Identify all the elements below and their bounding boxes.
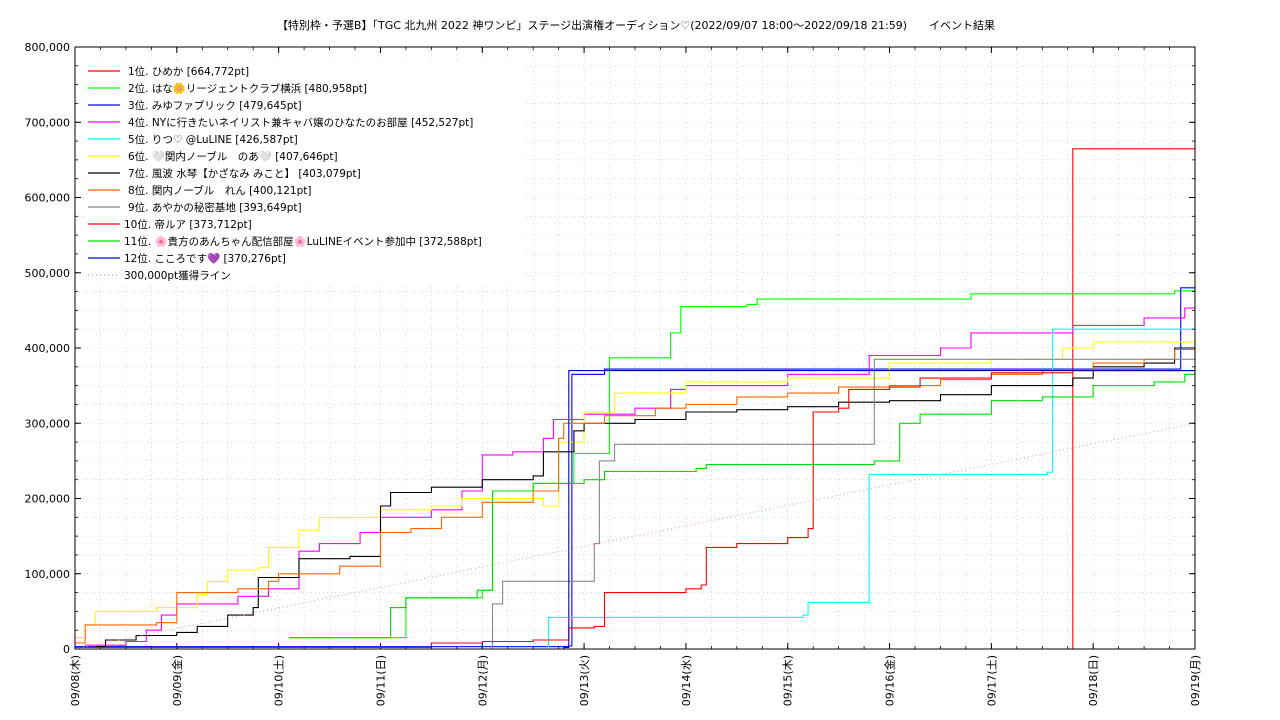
y-tick-label: 600,000 (25, 192, 71, 205)
series-line-10 (75, 367, 1196, 649)
y-tick-label: 300,000 (25, 417, 71, 430)
legend-label-2: 2位. はな🌼リージェントクラブ横浜 [480,958pt] (128, 82, 367, 95)
y-tick-label: 400,000 (25, 342, 71, 355)
legend-background (84, 62, 524, 284)
legend-label-11: 11位. 🌸貴方のあんちゃん配信部屋🌸LuLINEイベント参加中 [372,58… (124, 235, 482, 248)
legend-label-13: 300,000pt獲得ライン (124, 269, 231, 282)
x-tick-label: 09/16(金) (883, 655, 897, 706)
legend: 1位. ひめか [664,772pt] 2位. はな🌼リージェントクラブ横浜 [4… (84, 62, 524, 284)
series-line-6 (75, 341, 1196, 639)
series-line-7 (95, 345, 1196, 648)
x-tick-label: 09/15(木) (782, 655, 795, 706)
series-line-13 (74, 422, 1196, 650)
x-tick-label: 09/13(火) (578, 655, 591, 706)
x-tick-label: 09/10(土) (273, 655, 286, 706)
x-tick-label: 09/09(金) (170, 655, 184, 706)
legend-label-5: 5位. りつ♡ @LuLINE [426,587pt] (128, 133, 298, 146)
y-tick-label: 500,000 (25, 267, 71, 280)
x-tick-label: 09/17(土) (985, 655, 998, 706)
y-tick-label: 0 (63, 643, 70, 656)
legend-label-3: 3位. みゆファブリック [479,645pt] (128, 99, 302, 112)
series-line-2 (288, 287, 1196, 639)
legend-label-7: 7位. 風波 水琴【かざなみ みこと】 [403,079pt] (128, 167, 361, 180)
x-tick-label: 09/18(日) (1087, 655, 1100, 706)
legend-label-12: 12位. こころです💜 [370,276pt] (124, 252, 286, 265)
series-line-4 (85, 307, 1196, 646)
legend-label-1: 1位. ひめか [664,772pt] (128, 65, 249, 78)
x-tick-label: 09/14(水) (680, 655, 693, 706)
series-line-8 (75, 347, 1196, 644)
legend-label-6: 6位. 🤍関内ノーブル のあ🤍 [407,646pt] (128, 150, 338, 163)
x-tick-label: 09/11(日) (374, 655, 387, 706)
y-tick-label: 800,000 (25, 41, 71, 54)
chart-title: 【特別枠・予選B】「TGC 北九州 2022 神ワンピ」ステージ出演権オーディシ… (277, 18, 995, 32)
x-tick-label: 09/19(月) (1189, 655, 1202, 706)
y-tick-label: 100,000 (25, 568, 71, 581)
y-tick-label: 700,000 (25, 116, 71, 129)
x-tick-label: 09/12(月) (476, 655, 489, 706)
series-line-11 (288, 368, 1196, 639)
series-line-5 (547, 328, 1196, 648)
y-tick-label: 200,000 (25, 493, 71, 506)
legend-label-4: 4位. NYに行きたいネイリスト兼キャバ嬢のひなたのお部屋 [452,527pt… (128, 116, 473, 129)
legend-label-8: 8位. 関内ノーブル れん [400,121pt] (128, 184, 311, 197)
x-tick-label: 09/08(木) (69, 655, 82, 706)
axes: 0 100,000 200,000 300,000 400,000 500,000 600,… (25, 41, 1203, 706)
legend-label-10: 10位. 帝ルア [373,712pt] (124, 218, 252, 231)
legend-label-9: 9位. あやかの秘密基地 [393,649pt] (128, 201, 302, 214)
